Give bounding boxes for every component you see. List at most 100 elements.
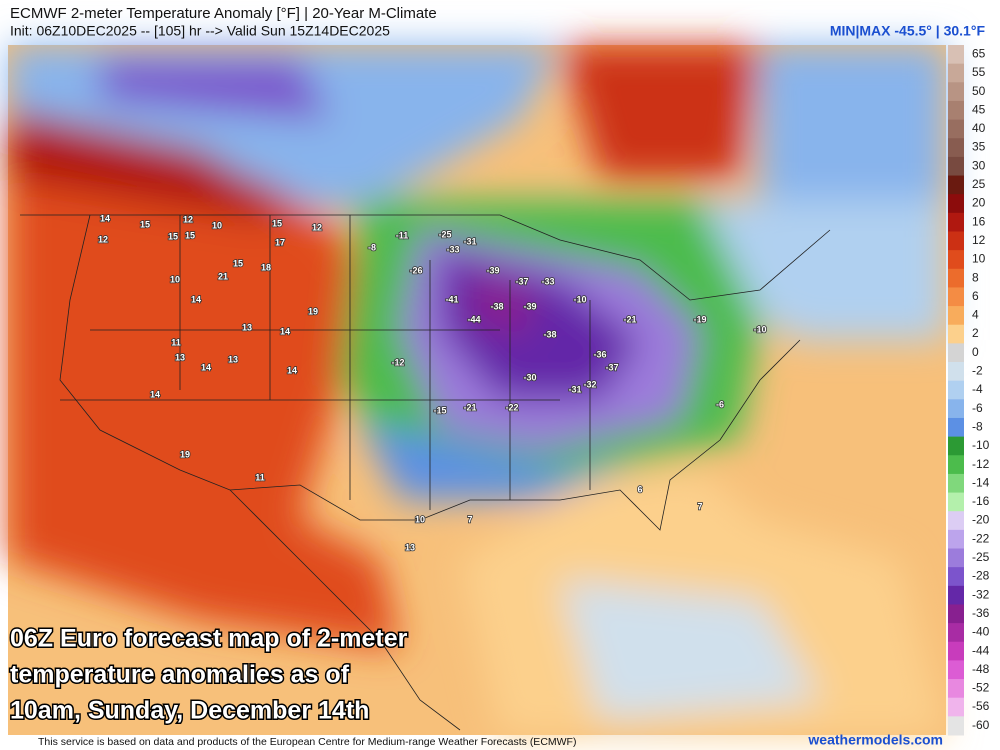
colorbar-label: 35: [972, 140, 986, 154]
caption-line: 06Z Euro forecast map of 2-meter: [10, 625, 408, 653]
colorbar-block: [948, 324, 964, 344]
colorbar-label: -52: [972, 681, 990, 695]
anomaly-label: 19: [180, 449, 190, 459]
colorbar-block: [948, 82, 964, 102]
colorbar-label: 55: [972, 65, 986, 79]
anomaly-label: -38: [543, 329, 556, 339]
anomaly-label: -37: [515, 276, 528, 286]
anomaly-label: -36: [593, 349, 606, 359]
colorbar-block: [948, 250, 964, 270]
colorbar-label: 65: [972, 46, 986, 60]
colorbar-label: -20: [972, 513, 990, 527]
colorbar-label: -28: [972, 569, 990, 583]
colorbar-block: [948, 231, 964, 251]
colorbar-label: -2: [972, 364, 983, 378]
title: ECMWF 2-meter Temperature Anomaly [°F] |…: [10, 5, 437, 22]
colorbar-block: [948, 45, 964, 65]
anomaly-label: -8: [368, 242, 376, 252]
anomaly-label: 19: [308, 306, 318, 316]
min-max: MIN|MAX -45.5° | 30.1°F: [830, 23, 986, 39]
anomaly-label: 15: [168, 231, 178, 241]
colorbar-label: 2: [972, 326, 979, 340]
anomaly-label: -19: [693, 314, 706, 324]
colorbar-block: [948, 119, 964, 139]
colorbar-block: [948, 455, 964, 475]
anomaly-label: -39: [486, 265, 499, 275]
anomaly-label: 13: [228, 354, 238, 364]
colorbar-block: [948, 343, 964, 363]
anomaly-label: 15: [272, 218, 282, 228]
anomaly-label: 7: [697, 501, 702, 511]
colorbar-label: 16: [972, 214, 986, 228]
anomaly-label: 12: [98, 234, 108, 244]
colorbar-block: [948, 362, 964, 382]
colorbar-label: -25: [972, 550, 990, 564]
colorbar-label: -56: [972, 699, 990, 713]
anomaly-label: 10: [212, 220, 222, 230]
anomaly-shading: [8, 45, 946, 735]
colorbar-label: -40: [972, 625, 990, 639]
anomaly-label: -38: [490, 301, 503, 311]
colorbar-block: [948, 380, 964, 400]
colorbar-label: 30: [972, 158, 986, 172]
colorbar-label: 40: [972, 121, 986, 135]
colorbar-block: [948, 138, 964, 158]
anomaly-label: -41: [445, 294, 458, 304]
colorbar-block: [948, 399, 964, 419]
colorbar-block: [948, 604, 964, 624]
colorbar-block: [948, 492, 964, 512]
colorbar-block: [948, 100, 964, 121]
anomaly-label: -31: [568, 384, 581, 394]
colorbar-label: -48: [972, 662, 990, 676]
anomaly-label: 6: [637, 484, 642, 494]
colorbar-label: 45: [972, 102, 986, 116]
colorbar-label: -14: [972, 475, 990, 489]
colorbar-block: [948, 306, 964, 326]
colorbar-label: -16: [972, 494, 990, 508]
colorbar-block: [948, 287, 964, 307]
colorbar-label: 6: [972, 289, 979, 303]
colorbar-label: -60: [972, 718, 990, 732]
anomaly-label: 10: [170, 274, 180, 284]
colorbar-label: 0: [972, 345, 979, 359]
colorbar-label: 8: [972, 270, 979, 284]
anomaly-label: -21: [623, 314, 636, 324]
colorbar-label: -6: [972, 401, 983, 415]
anomaly-label: 12: [183, 214, 193, 224]
colorbar-label: -22: [972, 531, 990, 545]
subtitle: Init: 06Z10DEC2025 -- [105] hr --> Valid…: [10, 23, 390, 39]
anomaly-label: 21: [218, 271, 228, 281]
anomaly-label: 11: [255, 472, 265, 482]
colorbar-block: [948, 417, 964, 438]
anomaly-label: -6: [716, 399, 724, 409]
anomaly-label: 12: [312, 222, 322, 232]
anomaly-label: -31: [463, 236, 476, 246]
anomaly-label: 14: [201, 362, 211, 372]
anomaly-label: -37: [605, 362, 618, 372]
anomaly-label: -10: [753, 324, 766, 334]
anomaly-label: -21: [463, 402, 476, 412]
colorbar-block: [948, 212, 964, 232]
colorbar-label: 10: [972, 252, 986, 266]
anomaly-label: 15: [185, 230, 195, 240]
anomaly-label: 11: [171, 337, 181, 347]
anomaly-labels: 14 15 12 10 15 12 12 15 15 18 17 21 10 14 19 14 13 11 13 14…: [97, 213, 767, 554]
anomaly-label: -10: [573, 294, 586, 304]
boundaries: [20, 214, 831, 731]
colorbar-block: [948, 156, 964, 177]
colorbar-block: [948, 63, 964, 83]
colorbar-block: [948, 548, 964, 568]
anomaly-label: -15: [433, 405, 446, 415]
colorbar-block: [948, 175, 964, 195]
anomaly-label: -22: [505, 402, 518, 412]
anomaly-label: 17: [275, 237, 285, 247]
anomaly-label: -33: [541, 276, 554, 286]
anomaly-label: 18: [261, 262, 271, 272]
anomaly-label: 15: [140, 219, 150, 229]
caption-line: 10am, Sunday, December 14th: [10, 697, 369, 725]
anomaly-label: 15: [233, 258, 243, 268]
colorbar-block: [948, 641, 964, 661]
anomaly-label: 10: [415, 514, 425, 524]
anomaly-label: 14: [150, 389, 160, 399]
anomaly-label: -30: [523, 372, 536, 382]
